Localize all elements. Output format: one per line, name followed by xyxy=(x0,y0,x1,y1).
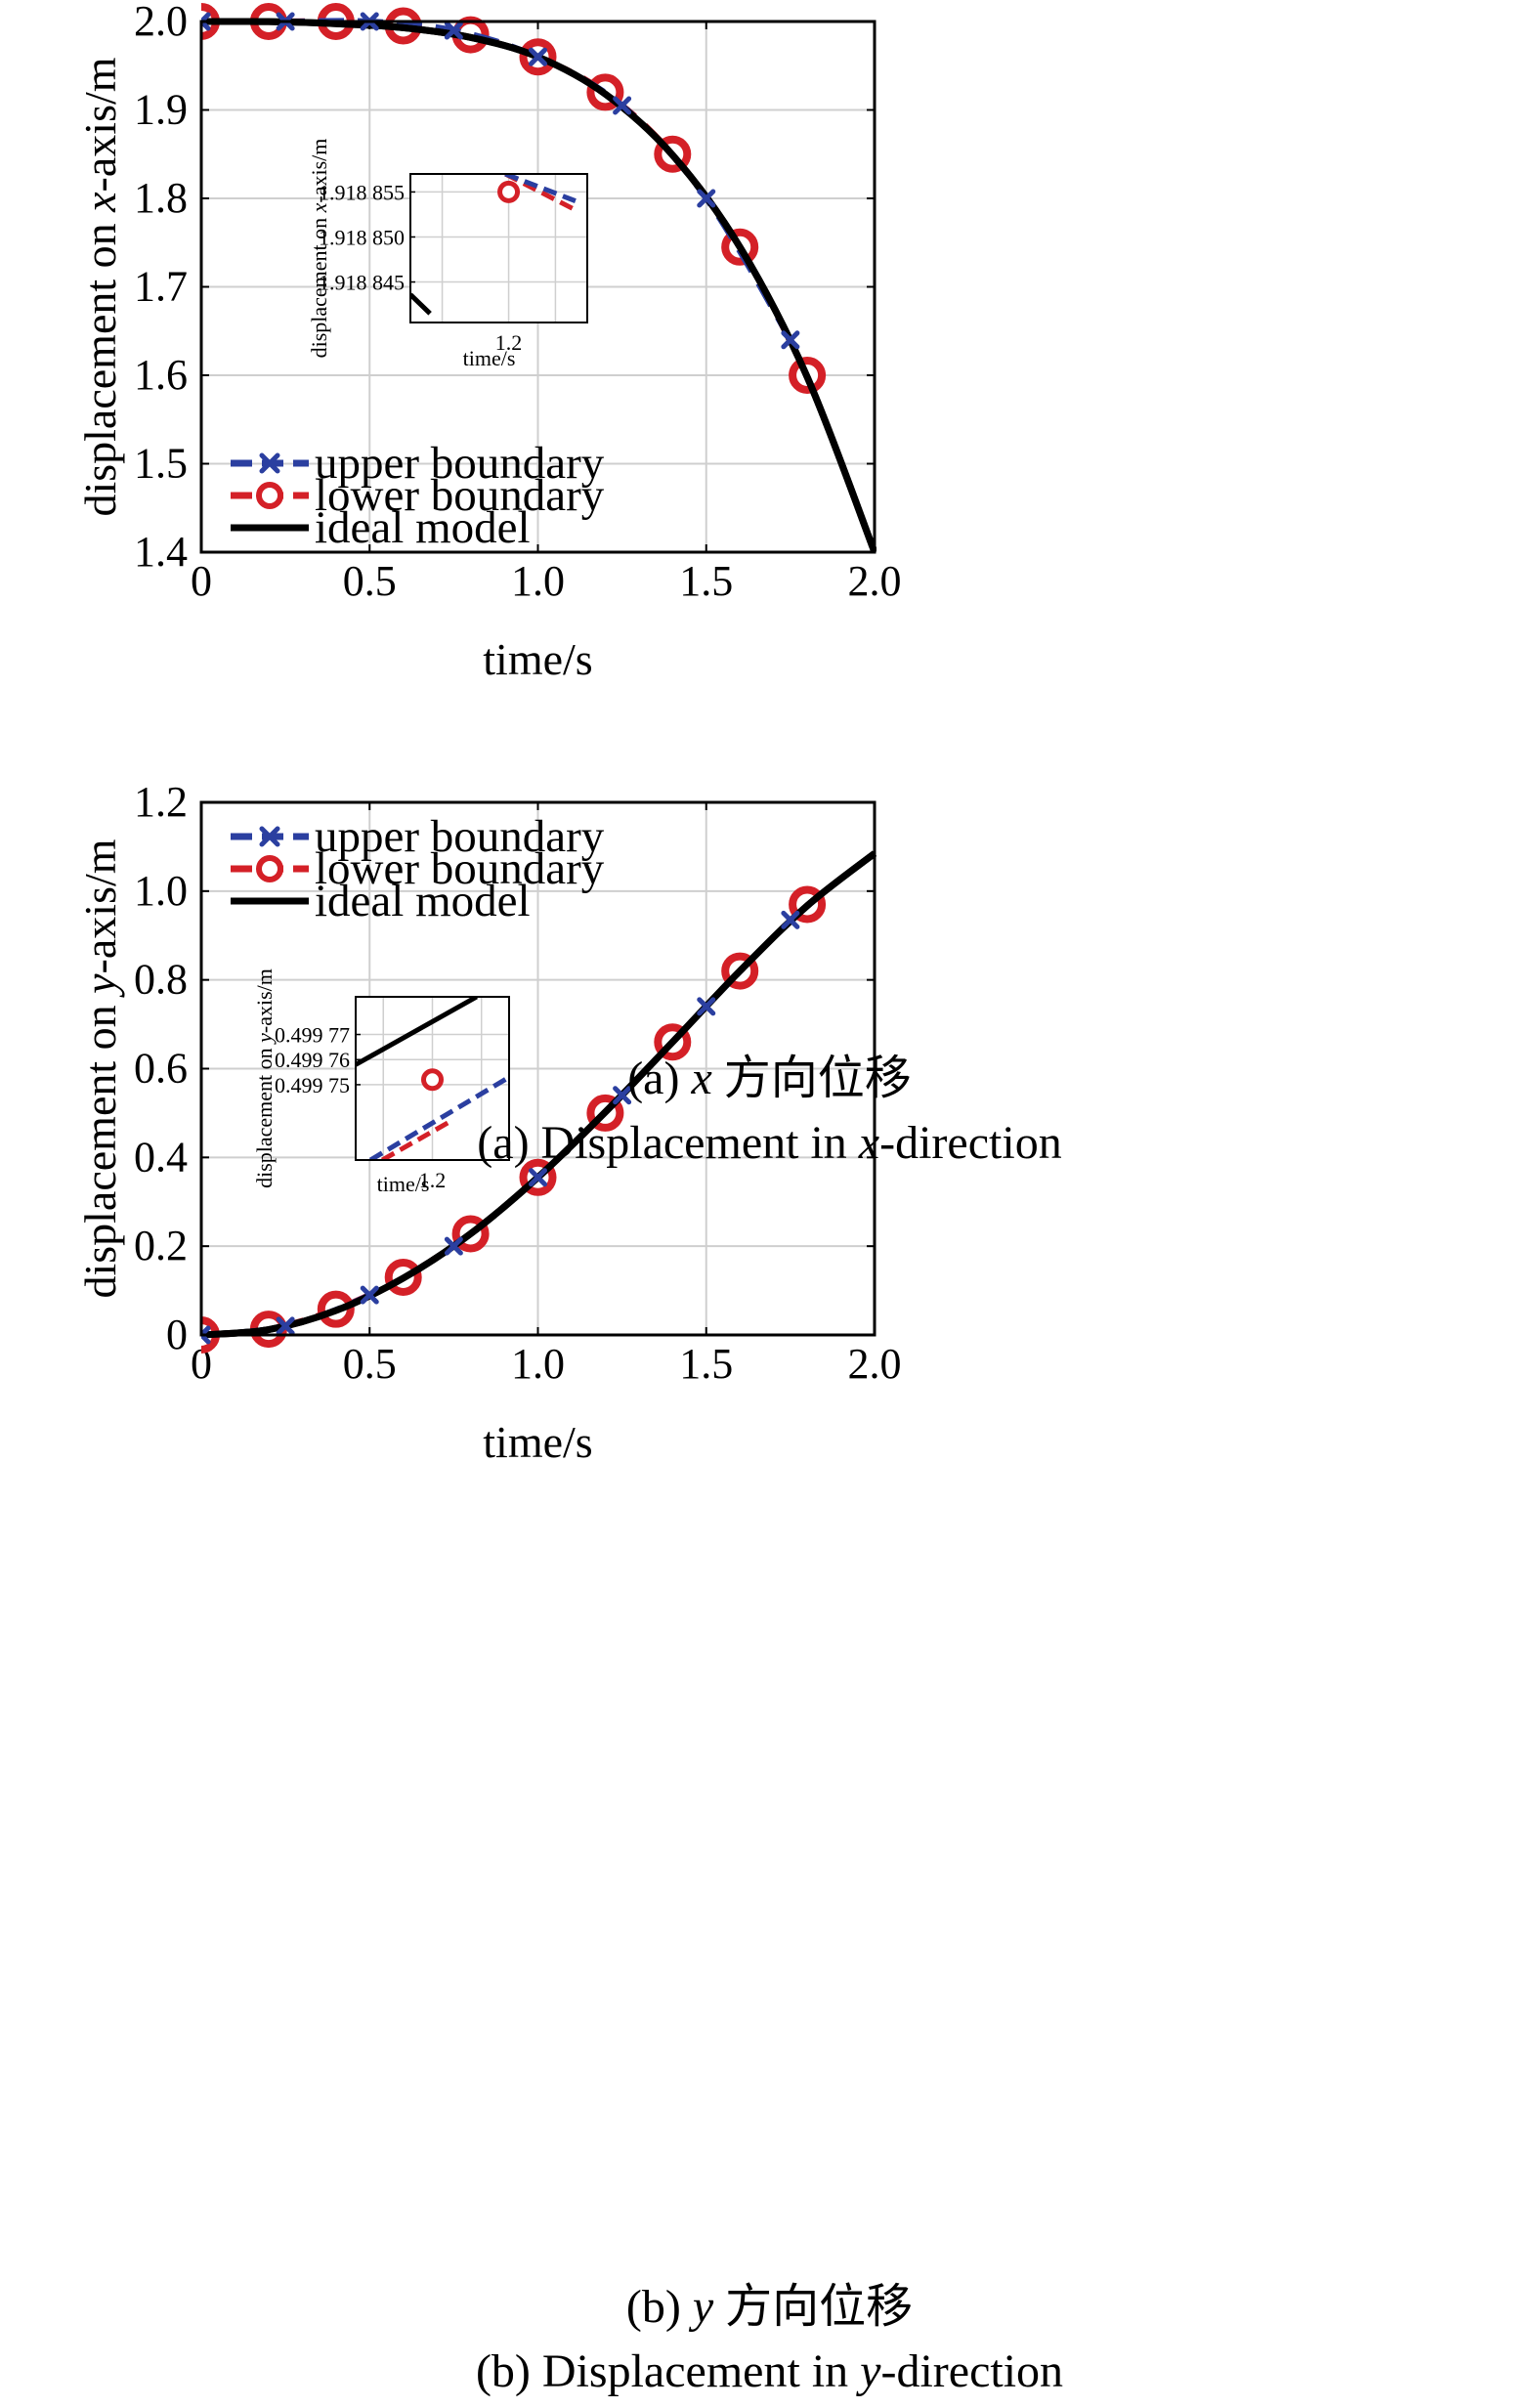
inset-x-tick-label: 1.2 xyxy=(419,1168,447,1192)
marker-upper-boundary xyxy=(201,12,211,31)
chart-panel-b: 0 0.5 1.0 1.5 2.000.20.40.60.81.01.2time/sdi… xyxy=(75,778,902,1467)
inset-line-ideal-model xyxy=(410,292,432,316)
caption-a-chinese: (a) x 方向位移 xyxy=(627,1053,912,1104)
inset-series-layer xyxy=(410,174,577,316)
x-tick-label: 1.0 xyxy=(511,1340,565,1388)
marker-upper-boundary xyxy=(613,1086,632,1105)
y-axis-label: displacement on y-axis/m xyxy=(75,838,125,1298)
grid xyxy=(201,802,875,1335)
legend-marker-lower-boundary xyxy=(256,855,283,882)
legend-marker-lower-boundary xyxy=(256,482,283,509)
legend-label-ideal-model: ideal model xyxy=(315,502,531,553)
axes-frame xyxy=(199,800,876,1337)
inset-x-axis-label: time/s xyxy=(377,1172,430,1196)
inset-marker-lower-boundary xyxy=(421,1068,444,1092)
inset-line-ideal-model xyxy=(356,997,479,1067)
inset-y-tick-label: 1.918 850 xyxy=(319,225,405,249)
marker-upper-boundary xyxy=(201,1325,211,1345)
inset-y-tick-label: 0.499 76 xyxy=(275,1048,350,1072)
axes-frame xyxy=(199,20,876,554)
inset-x-axis-label: time/s xyxy=(463,346,516,370)
inset-line-upper-boundary xyxy=(504,174,577,203)
y-tick-label: 0.8 xyxy=(134,956,188,1004)
marker-upper-boundary xyxy=(697,997,716,1016)
x-axis-label: time/s xyxy=(483,1417,592,1467)
inset-y-tick-label: 0.499 75 xyxy=(275,1073,350,1097)
inset-frame xyxy=(355,996,510,1161)
y-tick-label: 1.6 xyxy=(134,351,188,399)
marker-upper-boundary xyxy=(529,47,547,66)
y-tick-label: 0.4 xyxy=(134,1133,188,1181)
series-layer xyxy=(201,850,876,1354)
y-tick-label: 1.2 xyxy=(134,778,188,826)
legend-marker-upper-boundary xyxy=(259,826,280,847)
y-tick-label: 1.9 xyxy=(134,86,188,134)
x-tick-label: 0.5 xyxy=(343,557,397,605)
inset-y-axis-label: displacement on x-axis/m xyxy=(307,139,331,359)
y-tick-label: 1.4 xyxy=(134,528,188,576)
marker-upper-boundary xyxy=(781,330,800,350)
y-tick-label: 1.0 xyxy=(134,867,188,915)
legend-label-upper-boundary: upper boundary xyxy=(315,811,605,862)
legend-marker-upper-boundary xyxy=(259,452,280,474)
inset-y-tick-label: 1.918 855 xyxy=(319,180,405,204)
y-tick-label: 1.7 xyxy=(134,263,188,311)
inset-background xyxy=(410,174,587,322)
legend-label-lower-boundary: lower boundary xyxy=(315,470,605,521)
inset-chart: 1.918 845 1.918 850 1.918 855 1.2 displaceme… xyxy=(307,139,588,370)
inset-series-layer xyxy=(356,997,509,1160)
legend-label-upper-boundary: upper boundary xyxy=(315,438,605,489)
inset-frame xyxy=(409,173,588,323)
marker-upper-boundary xyxy=(781,910,800,929)
y-tick-label: 1.5 xyxy=(134,440,188,488)
y-tick-label: 2.0 xyxy=(134,0,188,45)
caption-a-english: (a) Displacement in x-direction xyxy=(477,1117,1062,1169)
inset-line-lower-boundary xyxy=(380,1117,454,1160)
y-tick-label: 0.6 xyxy=(134,1045,188,1093)
y-tick-label: 1.8 xyxy=(134,174,188,222)
x-tick-label: 1.0 xyxy=(511,557,565,605)
x-tick-label: 2.0 xyxy=(848,557,902,605)
inset-chart: 0.499 750.499 760.499 77 1.2 displacement … xyxy=(252,968,510,1196)
marker-upper-boundary xyxy=(697,189,716,208)
x-tick-label: 2.0 xyxy=(848,1340,902,1388)
inset-line-upper-boundary xyxy=(368,1075,509,1160)
marker-upper-boundary xyxy=(529,1168,547,1187)
y-tick-label: 0 xyxy=(166,1311,188,1358)
x-tick-label: 0.5 xyxy=(343,1340,397,1388)
x-tick-label: 1.5 xyxy=(679,557,733,605)
inset-y-tick-label: 1.918 845 xyxy=(319,271,405,295)
marker-upper-boundary xyxy=(444,21,463,40)
caption-b-chinese: (b) y 方向位移 xyxy=(625,2281,914,2333)
inset-x-tick-label: 1.2 xyxy=(495,330,523,355)
marker-upper-boundary xyxy=(360,1285,379,1305)
marker-upper-boundary xyxy=(444,1236,463,1256)
y-axis-label: displacement on x-axis/m xyxy=(75,57,125,516)
caption-b-english: (b) Displacement in y-direction xyxy=(475,2345,1064,2397)
x-axis-label: time/s xyxy=(483,634,592,684)
x-tick-label: 1.5 xyxy=(679,1340,733,1388)
chart-panel-a: 0 0.5 1.0 1.5 2.0 1.4 1.5 1.6 1.7 1.8 1.9 2.0 time/s… xyxy=(75,0,902,684)
x-tick-label: 0 xyxy=(191,557,212,605)
marker-upper-boundary xyxy=(613,96,632,115)
y-tick-label: 0.2 xyxy=(134,1222,188,1269)
marker-upper-boundary xyxy=(276,1316,295,1336)
legend-label-ideal-model: ideal model xyxy=(315,876,531,926)
inset-y-axis-label: displacement on y-axis/m xyxy=(252,968,277,1188)
legend-label-lower-boundary: lower boundary xyxy=(315,843,605,894)
inset-marker-lower-boundary xyxy=(497,180,521,203)
inset-y-tick-label: 0.499 77 xyxy=(275,1023,350,1048)
